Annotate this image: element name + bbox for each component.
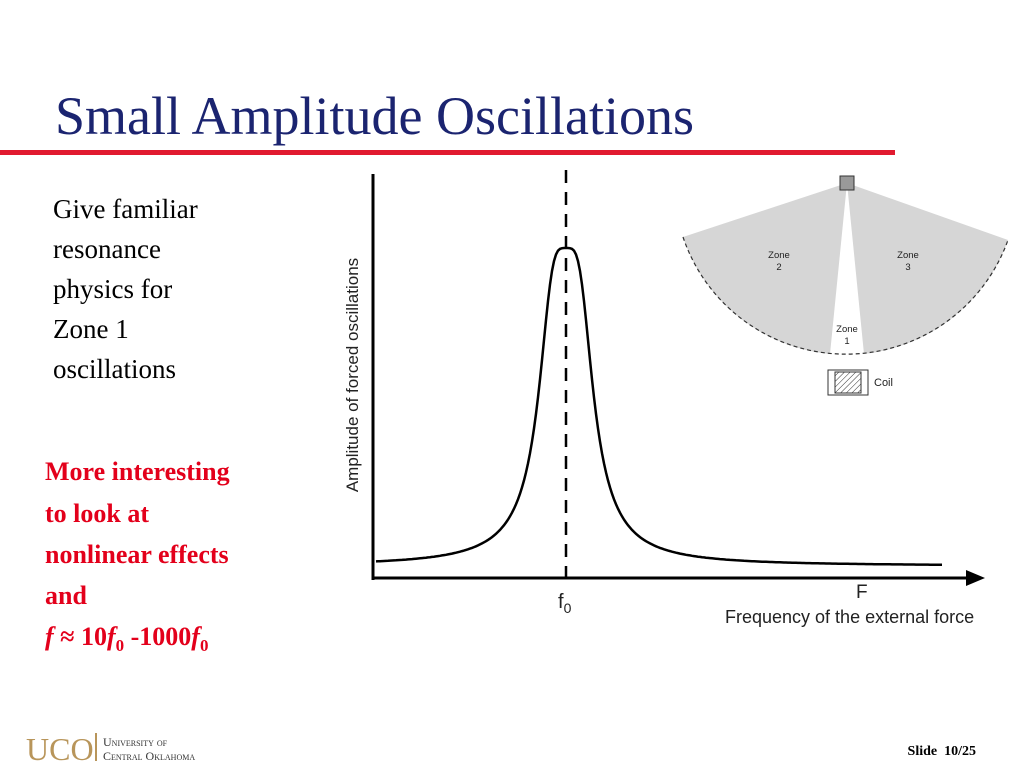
university-name: Central Oklahoma xyxy=(103,749,195,763)
zone-3 xyxy=(847,183,1008,354)
zone-label: Zone xyxy=(836,324,858,335)
body-line: oscillations xyxy=(53,354,176,384)
symbol: f xyxy=(191,622,202,651)
body-line: physics for xyxy=(53,274,172,304)
zone-diagram: Zone 2 Zone 3 Zone 1 Coil xyxy=(682,175,1009,396)
body-line: resonance xyxy=(53,234,161,264)
symbol: f xyxy=(45,622,56,651)
y-axis-label: Amplitude of forced oscillations xyxy=(343,258,362,492)
pivot xyxy=(839,175,855,191)
slide-title: Small Amplitude Oscillations xyxy=(55,86,694,146)
zone-label: 2 xyxy=(776,262,781,273)
highlight-line: to look at xyxy=(45,499,149,528)
x-end-label: F xyxy=(856,582,868,603)
highlight-text: More interesting to look at nonlinear ef… xyxy=(45,457,230,655)
body-line: Zone 1 xyxy=(53,314,129,344)
x-axis-label: Frequency of the external force xyxy=(725,607,974,627)
logo-divider xyxy=(95,733,97,761)
zone-label: 3 xyxy=(905,262,910,273)
swing-arc xyxy=(682,236,1009,355)
footer: UCO University of Central Oklahoma Slide… xyxy=(26,731,976,767)
logo: UCO xyxy=(26,731,94,767)
zone-2 xyxy=(683,183,847,354)
coil-label: Coil xyxy=(874,377,893,389)
subscript: 0 xyxy=(564,600,572,616)
university-name: University of xyxy=(103,735,168,749)
peak-label: f0 xyxy=(558,591,572,616)
subscript: 0 xyxy=(200,636,209,655)
zone-label: Zone xyxy=(768,250,790,261)
body-line: Give familiar xyxy=(53,194,198,224)
body-text: Give familiar resonance physics for Zone… xyxy=(53,194,198,384)
title-rule xyxy=(0,150,895,155)
response-curve xyxy=(375,246,942,566)
highlight-line: More interesting xyxy=(45,457,230,486)
slide-number: Slide 10/25 xyxy=(908,744,976,759)
zone-label: 1 xyxy=(844,336,849,347)
axis-arrow xyxy=(966,570,985,586)
formula-part: ≈ 10 xyxy=(54,622,107,651)
symbol: f xyxy=(558,591,564,613)
formula: f ≈ 10f0 -1000f0 xyxy=(45,622,208,655)
symbol: f xyxy=(107,622,118,651)
highlight-line: and xyxy=(45,581,87,610)
resonance-plot: Amplitude of forced oscillations f0 F Fr… xyxy=(343,170,985,627)
formula-part: -1000 xyxy=(124,622,191,651)
highlight-line: nonlinear effects xyxy=(45,540,229,569)
zone-label: Zone xyxy=(897,250,919,261)
subscript: 0 xyxy=(116,636,125,655)
coil xyxy=(834,371,862,394)
